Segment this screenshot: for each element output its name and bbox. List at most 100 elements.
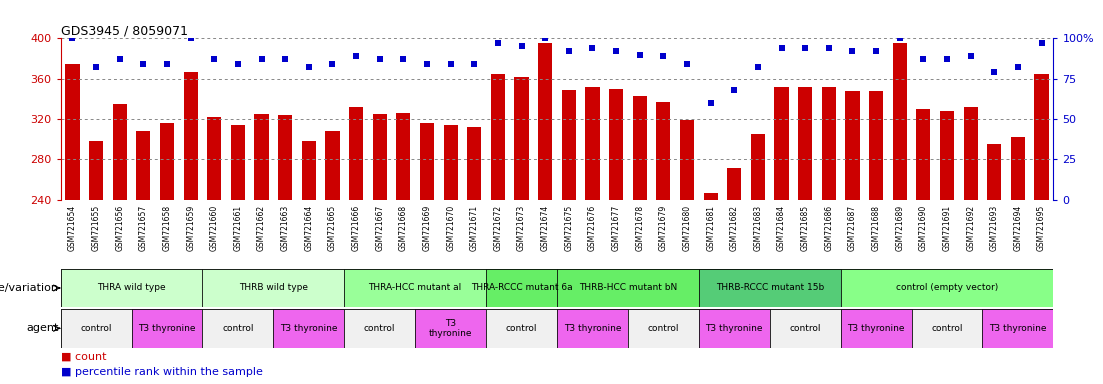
Bar <box>514 77 528 200</box>
Point <box>867 48 885 55</box>
Text: GSM721664: GSM721664 <box>304 205 313 251</box>
Text: GSM721686: GSM721686 <box>824 205 834 251</box>
Point <box>820 45 837 51</box>
Text: GSM721675: GSM721675 <box>565 205 574 251</box>
Bar <box>131 309 203 348</box>
Bar <box>774 87 789 200</box>
Text: T3 thyronine: T3 thyronine <box>280 324 338 333</box>
Bar <box>89 141 104 200</box>
Point <box>371 56 388 63</box>
Text: GSM721656: GSM721656 <box>115 205 125 251</box>
Bar <box>1035 74 1049 200</box>
Point <box>844 48 861 55</box>
Bar <box>113 104 127 200</box>
Point <box>1009 65 1027 71</box>
Point <box>135 61 152 67</box>
Point <box>939 56 956 63</box>
Point <box>914 56 932 63</box>
Bar <box>207 117 222 200</box>
Bar <box>61 269 203 307</box>
Point <box>347 53 365 59</box>
Bar <box>274 309 344 348</box>
Text: control: control <box>81 324 111 333</box>
Text: GSM721662: GSM721662 <box>257 205 266 251</box>
Text: control: control <box>647 324 679 333</box>
Bar <box>633 96 646 200</box>
Text: GSM721657: GSM721657 <box>139 205 148 251</box>
Bar <box>557 309 628 348</box>
Point <box>985 69 1003 75</box>
Text: THRB-RCCC mutant 15b: THRB-RCCC mutant 15b <box>716 283 824 293</box>
Point <box>726 87 743 93</box>
Text: GSM721685: GSM721685 <box>801 205 810 251</box>
Text: agent: agent <box>26 323 58 333</box>
Bar <box>231 125 245 200</box>
Point <box>277 56 295 63</box>
Text: control (empty vector): control (empty vector) <box>896 283 998 293</box>
Point <box>608 48 625 55</box>
Text: GSM721667: GSM721667 <box>375 205 384 251</box>
Bar <box>940 111 954 200</box>
Point <box>465 61 483 67</box>
Text: GSM721692: GSM721692 <box>966 205 975 251</box>
Bar <box>628 309 699 348</box>
Text: T3 thyronine: T3 thyronine <box>138 324 195 333</box>
Point <box>536 35 554 41</box>
Text: THRA-HCC mutant al: THRA-HCC mutant al <box>368 283 462 293</box>
Text: GSM721660: GSM721660 <box>210 205 218 251</box>
Bar <box>538 43 553 200</box>
Bar <box>987 144 1002 200</box>
Bar <box>561 90 576 200</box>
Text: GSM721666: GSM721666 <box>352 205 361 251</box>
Bar <box>137 131 150 200</box>
Text: GSM721669: GSM721669 <box>422 205 431 251</box>
Bar <box>699 269 840 307</box>
Bar <box>964 107 977 200</box>
Text: GSM721679: GSM721679 <box>658 205 668 251</box>
Bar <box>840 269 1053 307</box>
Bar <box>344 309 415 348</box>
Bar <box>203 269 344 307</box>
Text: genotype/variation: genotype/variation <box>0 283 58 293</box>
Point <box>87 65 105 71</box>
Text: GSM721663: GSM721663 <box>280 205 290 251</box>
Point <box>323 61 341 67</box>
Text: T3 thyronine: T3 thyronine <box>847 324 904 333</box>
Text: T3
thyronine: T3 thyronine <box>429 319 472 338</box>
Point <box>678 61 696 67</box>
Point <box>773 45 791 51</box>
Text: GSM721693: GSM721693 <box>989 205 999 251</box>
Text: GSM721677: GSM721677 <box>611 205 621 251</box>
Text: GSM721689: GSM721689 <box>896 205 904 251</box>
Bar <box>491 74 505 200</box>
Point <box>395 56 413 63</box>
Point <box>891 35 909 41</box>
Text: GSM721694: GSM721694 <box>1014 205 1022 251</box>
Bar <box>486 309 557 348</box>
Bar <box>486 269 557 307</box>
Text: GSM721668: GSM721668 <box>399 205 408 251</box>
Bar <box>302 141 315 200</box>
Point <box>489 40 506 46</box>
Bar <box>415 309 486 348</box>
Bar <box>679 120 694 200</box>
Text: control: control <box>931 324 963 333</box>
Point <box>749 65 767 71</box>
Text: THRA-RCCC mutant 6a: THRA-RCCC mutant 6a <box>471 283 572 293</box>
Bar <box>183 72 197 200</box>
Bar <box>840 309 911 348</box>
Text: GSM721654: GSM721654 <box>68 205 77 251</box>
Bar <box>420 123 435 200</box>
Bar <box>468 127 481 200</box>
Bar <box>822 87 836 200</box>
Bar <box>911 309 983 348</box>
Text: GSM721659: GSM721659 <box>186 205 195 251</box>
Point <box>158 61 175 67</box>
Text: T3 thyronine: T3 thyronine <box>989 324 1047 333</box>
Text: GSM721658: GSM721658 <box>162 205 172 251</box>
Bar <box>160 123 174 200</box>
Bar <box>845 91 859 200</box>
Point <box>513 43 531 50</box>
Text: GSM721672: GSM721672 <box>493 205 503 251</box>
Text: GSM721661: GSM721661 <box>234 205 243 251</box>
